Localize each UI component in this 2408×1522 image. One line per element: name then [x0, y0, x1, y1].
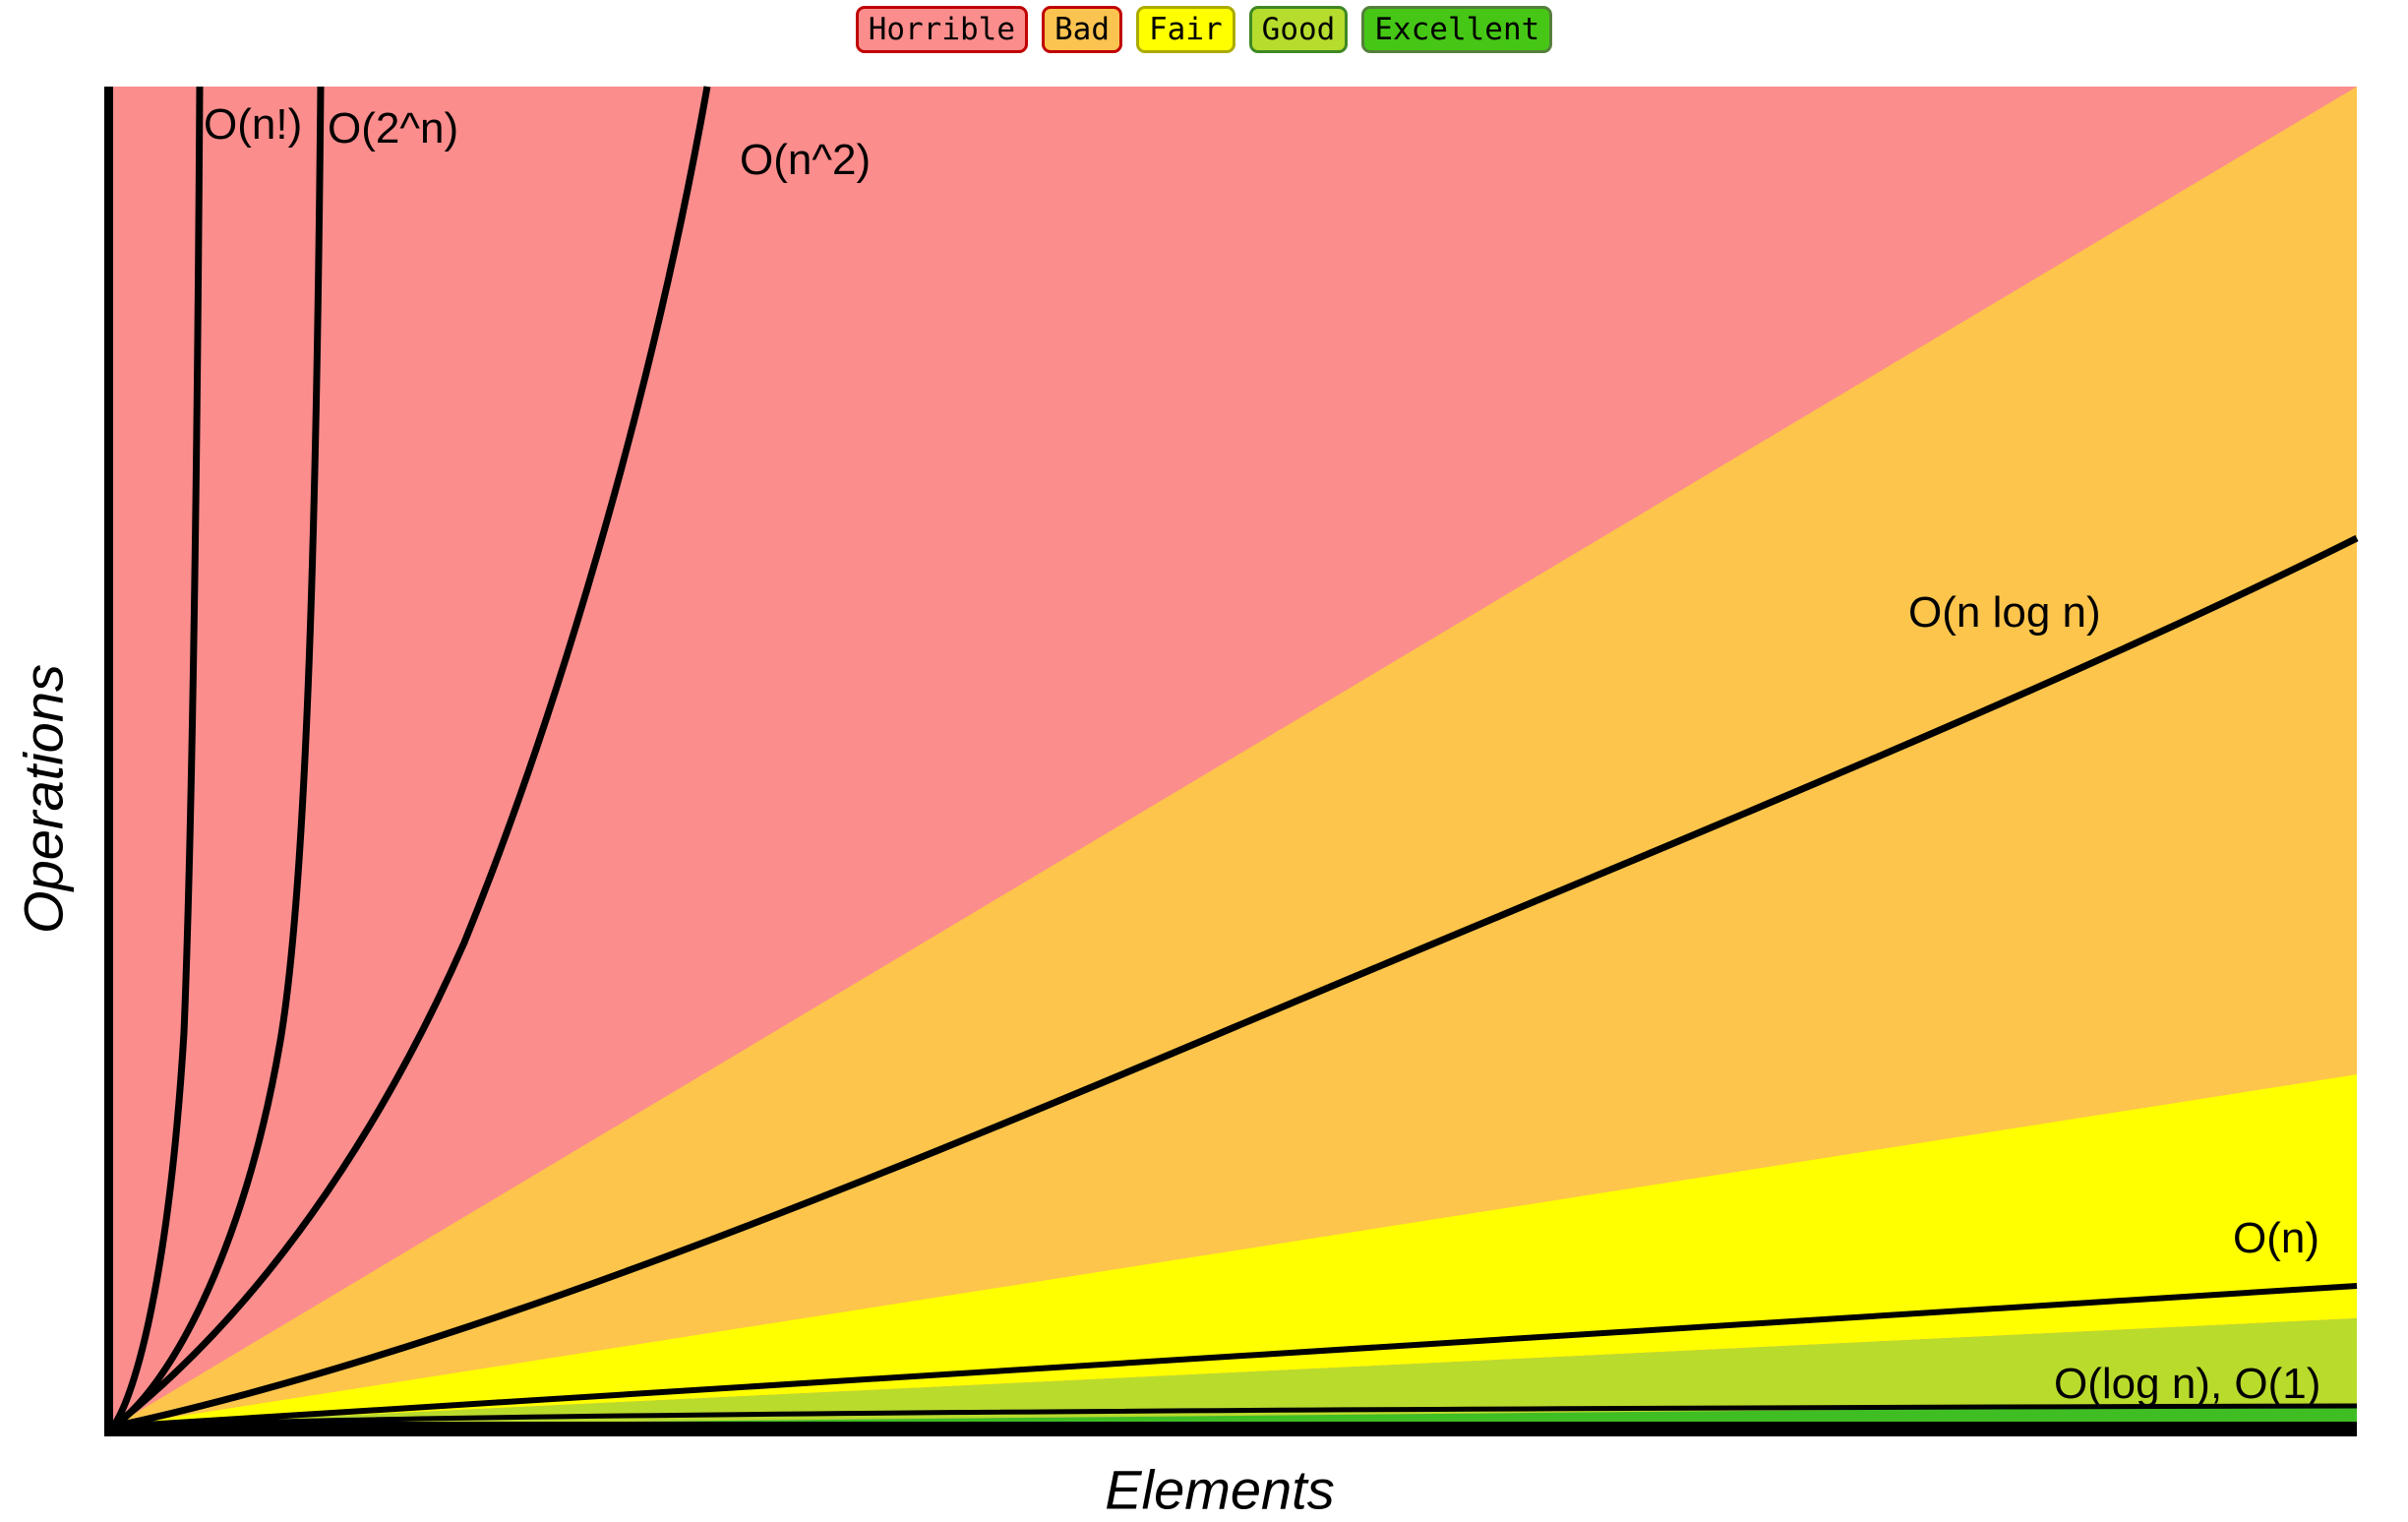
region-good	[113, 1318, 2357, 1427]
legend: Horrible Bad Fair Good Excellent	[0, 6, 2408, 54]
region-fair	[113, 1074, 2357, 1427]
curve-o-2-pow-n	[111, 86, 325, 1430]
legend-item-fair: Fair	[1136, 6, 1235, 54]
curve-label-o-log-n-o-1: O(log n), O(1)	[2054, 1360, 2321, 1408]
curve-label-o-n: O(n)	[2233, 1214, 2319, 1262]
legend-item-horrible: Horrible	[855, 6, 1028, 54]
curve-o-n-factorial	[110, 86, 204, 1430]
curve-label-o-n-log-n: O(n log n)	[1908, 588, 2101, 637]
y-axis-line	[104, 87, 113, 1429]
x-axis-line	[104, 1422, 2357, 1436]
curve-o-n-log-n	[112, 534, 2359, 1431]
curve-label-o-2-pow-n: O(2^n)	[328, 104, 459, 152]
curve-label-o-n-squared: O(n^2)	[740, 136, 872, 184]
curve-o-log-n	[112, 1403, 2358, 1430]
curve-o-n	[112, 1283, 2358, 1430]
legend-item-bad: Bad	[1042, 6, 1122, 54]
y-axis-label: Operations	[12, 664, 75, 934]
legend-item-excellent: Excellent	[1361, 6, 1553, 54]
x-axis-label: Elements	[1105, 1458, 1335, 1521]
region-bad	[113, 87, 2357, 1427]
curve-label-o-n-factorial: O(n!)	[204, 100, 303, 149]
curve-o-n-squared	[110, 86, 711, 1430]
legend-item-good: Good	[1248, 6, 1349, 54]
